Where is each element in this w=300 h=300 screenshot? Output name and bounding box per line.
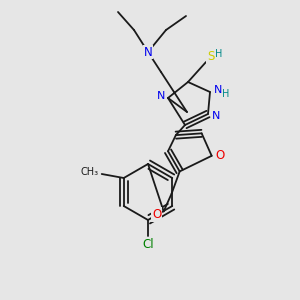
- Text: N: N: [214, 85, 222, 95]
- Text: O: O: [152, 208, 161, 221]
- Text: CH₃: CH₃: [81, 167, 99, 177]
- Text: N: N: [144, 46, 152, 59]
- Text: N: N: [157, 91, 165, 101]
- Text: O: O: [215, 149, 224, 162]
- Text: S: S: [207, 50, 215, 64]
- Text: H: H: [215, 49, 223, 59]
- Text: Cl: Cl: [142, 238, 154, 250]
- Text: N: N: [212, 111, 220, 121]
- Text: H: H: [222, 89, 230, 99]
